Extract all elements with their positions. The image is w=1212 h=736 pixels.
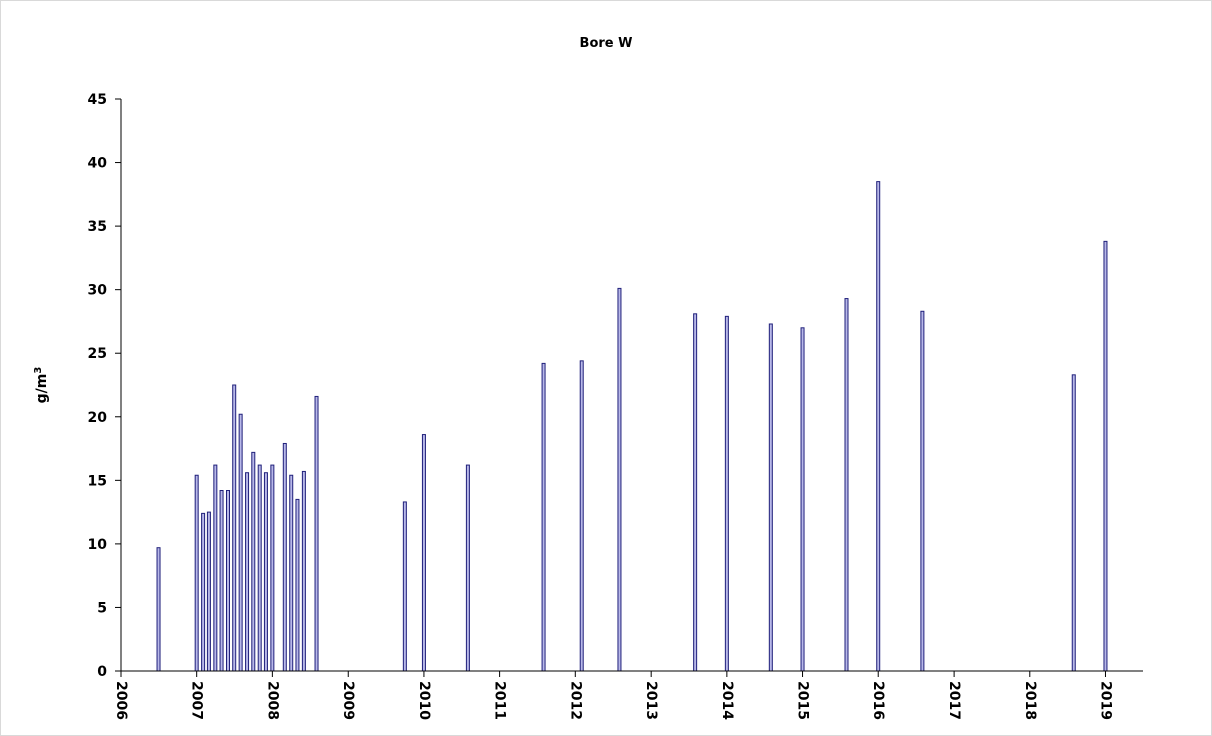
x-tick-label: 2016 <box>870 681 886 720</box>
bar <box>1103 240 1108 672</box>
chart-title: Bore W <box>579 36 633 51</box>
bar <box>156 547 161 672</box>
y-tick-label: 25 <box>88 346 107 362</box>
y-tick-label: 5 <box>97 600 107 616</box>
bar <box>876 181 881 672</box>
y-tick-label: 40 <box>88 156 108 172</box>
bar <box>251 451 256 672</box>
bar <box>213 464 218 672</box>
bar <box>465 464 470 672</box>
bar <box>1071 374 1076 672</box>
bar <box>920 310 925 672</box>
bar <box>257 464 262 672</box>
bar <box>238 413 243 672</box>
y-tick-label: 45 <box>88 92 107 108</box>
x-tick-label: 2017 <box>946 681 962 720</box>
bar <box>201 512 206 672</box>
bar <box>421 434 426 672</box>
x-tick-label: 2012 <box>567 681 583 720</box>
y-axis-title-text: g/m <box>34 374 50 404</box>
bar <box>541 362 546 672</box>
x-tick-label: 2009 <box>340 681 356 720</box>
bar <box>693 313 698 672</box>
bar <box>270 464 275 672</box>
bar <box>282 442 287 672</box>
y-tick-label: 20 <box>88 410 108 426</box>
bar <box>263 472 268 672</box>
bar <box>579 360 584 672</box>
x-tick-label: 2006 <box>113 681 129 720</box>
x-tick-label: 2011 <box>492 681 508 720</box>
bar <box>800 327 805 672</box>
bar <box>219 490 224 672</box>
bar <box>232 384 237 672</box>
bar <box>295 498 300 672</box>
bar <box>724 315 729 672</box>
x-tick-label: 2018 <box>1022 681 1038 720</box>
bar <box>194 474 199 672</box>
x-tick-label: 2010 <box>416 681 432 720</box>
bar <box>225 490 230 672</box>
x-tick-label: 2008 <box>264 681 280 720</box>
y-tick-label: 0 <box>97 664 107 680</box>
y-tick-label: 15 <box>88 473 107 489</box>
bar <box>402 501 407 672</box>
y-tick-label: 35 <box>88 219 107 235</box>
bar <box>289 474 294 672</box>
bar <box>314 395 319 672</box>
x-tick-label: 2014 <box>719 681 735 720</box>
x-tick-label: 2019 <box>1097 681 1113 720</box>
bar <box>301 470 306 672</box>
bar <box>768 323 773 672</box>
bar <box>844 298 849 672</box>
y-tick-label: 30 <box>88 283 108 299</box>
bar <box>617 287 622 672</box>
x-tick-label: 2013 <box>643 681 659 720</box>
y-axis-title-superscript: 3 <box>33 367 44 374</box>
bar <box>206 511 211 672</box>
y-axis-title: g/m3 <box>33 367 51 404</box>
x-tick-label: 2015 <box>795 681 811 720</box>
y-tick-label: 10 <box>88 537 108 553</box>
x-tick-label: 2007 <box>189 681 205 720</box>
bar <box>245 472 250 672</box>
